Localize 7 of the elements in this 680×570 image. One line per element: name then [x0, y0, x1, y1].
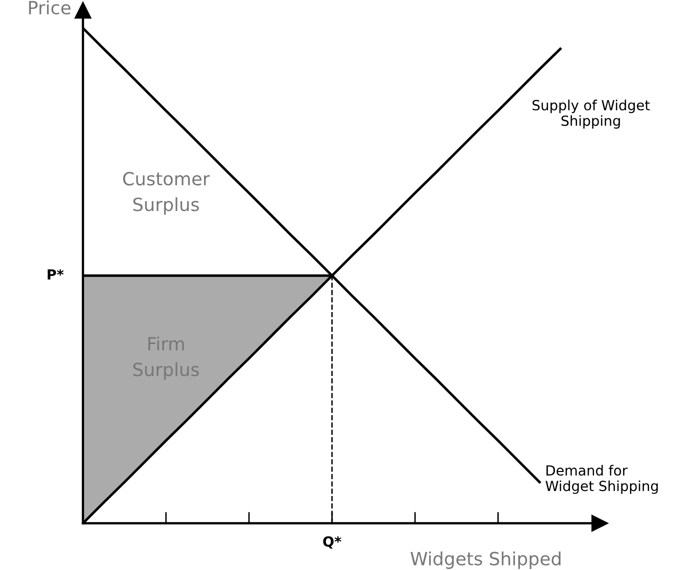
x-axis-title: Widgets Shipped: [410, 551, 560, 569]
series-label: Demand for Widget Shipping: [546, 464, 658, 494]
text: P*: [48, 269, 64, 280]
annotation: Customer Surplus: [123, 172, 210, 215]
series-label: Supply of Widget Shipping: [532, 100, 650, 129]
text: Q*: [323, 536, 342, 549]
y-axis-title: Price: [29, 0, 70, 14]
